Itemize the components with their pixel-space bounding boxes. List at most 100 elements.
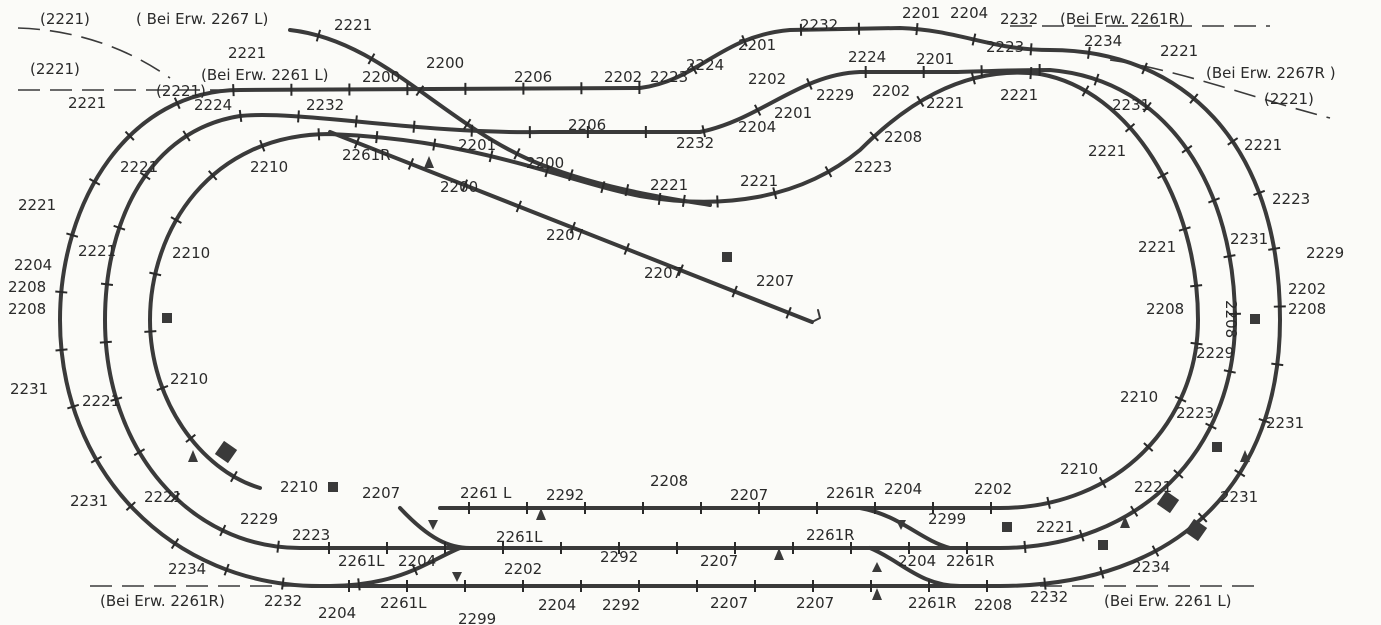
triangle-marker bbox=[896, 520, 906, 530]
part-label: 2261L bbox=[380, 594, 427, 612]
part-label: 2223 bbox=[854, 158, 892, 176]
joint-tick bbox=[569, 221, 576, 234]
joint-tick bbox=[1029, 67, 1033, 80]
part-label: 2221 bbox=[926, 94, 964, 112]
joint-tick bbox=[1189, 93, 1199, 104]
joint-tick bbox=[1124, 122, 1136, 133]
joint-tick bbox=[1087, 46, 1091, 59]
part-label: 2221 bbox=[1036, 518, 1074, 536]
joint-tick bbox=[624, 184, 630, 197]
joint-tick bbox=[462, 118, 472, 130]
joint-tick bbox=[1190, 341, 1203, 346]
part-label: 2234 bbox=[1132, 558, 1170, 576]
joint-tick bbox=[185, 433, 196, 443]
joint-tick bbox=[230, 470, 238, 483]
joint-tick bbox=[1258, 418, 1271, 424]
part-label: 2261 L bbox=[460, 484, 512, 502]
triangle-marker bbox=[872, 588, 882, 600]
second-loop-track bbox=[103, 68, 1237, 550]
joint-tick bbox=[1029, 43, 1033, 56]
part-label: 2207 bbox=[546, 226, 584, 244]
part-label: 2221 bbox=[1088, 142, 1126, 160]
part-label: 2261R bbox=[826, 484, 875, 502]
station-track-switch-right-upper bbox=[858, 506, 952, 550]
part-label: 2208 bbox=[8, 300, 46, 318]
part-label: 2261R bbox=[806, 526, 855, 544]
joint-tick bbox=[1023, 540, 1027, 553]
part-label: 2224 bbox=[848, 48, 886, 66]
joint-tick bbox=[1151, 545, 1160, 557]
joint-tick bbox=[657, 192, 662, 206]
joint-tick bbox=[55, 290, 68, 294]
joint-tick bbox=[411, 563, 419, 576]
part-label: 2200 bbox=[362, 68, 400, 86]
joint-tick bbox=[806, 78, 813, 90]
part-label: 2221 bbox=[650, 176, 688, 194]
part-label: 2210 bbox=[1120, 388, 1158, 406]
triangle-marker bbox=[536, 508, 546, 520]
joint-tick bbox=[1190, 284, 1203, 288]
part-label: 2232 bbox=[264, 592, 302, 610]
joint-tick bbox=[1099, 566, 1105, 579]
joint-tick bbox=[461, 179, 469, 192]
part-label: 2208 bbox=[1146, 300, 1184, 318]
part-label: 2223 bbox=[292, 526, 330, 544]
joint-tick bbox=[232, 84, 235, 97]
part-label: 2201 bbox=[458, 136, 496, 154]
inner-loop-track bbox=[148, 70, 1200, 510]
joint-tick bbox=[113, 224, 126, 231]
part-label: 2261R bbox=[946, 552, 995, 570]
joint-tick bbox=[1130, 505, 1139, 517]
part-label: (2221) bbox=[30, 60, 80, 78]
station-track-switch-left bbox=[328, 546, 462, 588]
joint-tick bbox=[689, 62, 698, 75]
joint-tick bbox=[67, 403, 80, 410]
part-label: 2207 bbox=[700, 552, 738, 570]
joint-tick bbox=[182, 130, 191, 142]
joint-tick bbox=[681, 194, 686, 207]
joint-tick bbox=[1205, 422, 1217, 430]
joint-tick bbox=[412, 120, 416, 133]
joint-tick bbox=[785, 306, 792, 319]
part-label: 2261R bbox=[908, 594, 957, 612]
joint-tick bbox=[701, 125, 707, 138]
joint-tick bbox=[1157, 171, 1169, 180]
part-label: 2207 bbox=[362, 484, 400, 502]
triangle-marker bbox=[774, 548, 784, 560]
joint-tick bbox=[600, 181, 606, 194]
joint-tick bbox=[1043, 577, 1047, 590]
station-track-upper bbox=[398, 506, 472, 550]
part-label: 2202 bbox=[604, 68, 642, 86]
joint-tick bbox=[354, 115, 358, 128]
part-label: 2200 bbox=[526, 154, 564, 172]
part-label: 2221 bbox=[144, 488, 182, 506]
joint-tick bbox=[170, 216, 182, 224]
part-label: 2207 bbox=[730, 486, 768, 504]
part-label: 2207 bbox=[756, 272, 794, 290]
joint-tick bbox=[1271, 362, 1284, 367]
part-label: 2224 bbox=[686, 56, 724, 74]
signals bbox=[162, 156, 1260, 600]
part-label: (Bei Erw. 2267R ) bbox=[1206, 64, 1336, 82]
part-label: 2204 bbox=[538, 596, 576, 614]
joint-tick bbox=[824, 165, 833, 178]
part-label: 2221 bbox=[1000, 86, 1038, 104]
triangle-marker bbox=[872, 562, 882, 572]
part-label: 2231 bbox=[1266, 414, 1304, 432]
part-label: 2223 bbox=[986, 38, 1024, 56]
track-joint-ticks bbox=[55, 22, 1286, 592]
signal-block bbox=[162, 313, 172, 323]
joint-tick bbox=[1223, 369, 1236, 374]
part-label: 2292 bbox=[600, 548, 638, 566]
part-label: 2210 bbox=[172, 244, 210, 262]
joint-tick bbox=[207, 170, 218, 181]
joint-tick bbox=[281, 577, 285, 590]
joint-tick bbox=[124, 130, 135, 141]
part-label: 2229 bbox=[1306, 244, 1344, 262]
joint-tick bbox=[223, 563, 230, 576]
part-label: 2221 bbox=[120, 158, 158, 176]
joint-tick bbox=[1227, 137, 1239, 146]
part-label: 2200 bbox=[426, 54, 464, 72]
part-label: (2221) bbox=[40, 10, 90, 28]
part-label: 2207 bbox=[796, 594, 834, 612]
